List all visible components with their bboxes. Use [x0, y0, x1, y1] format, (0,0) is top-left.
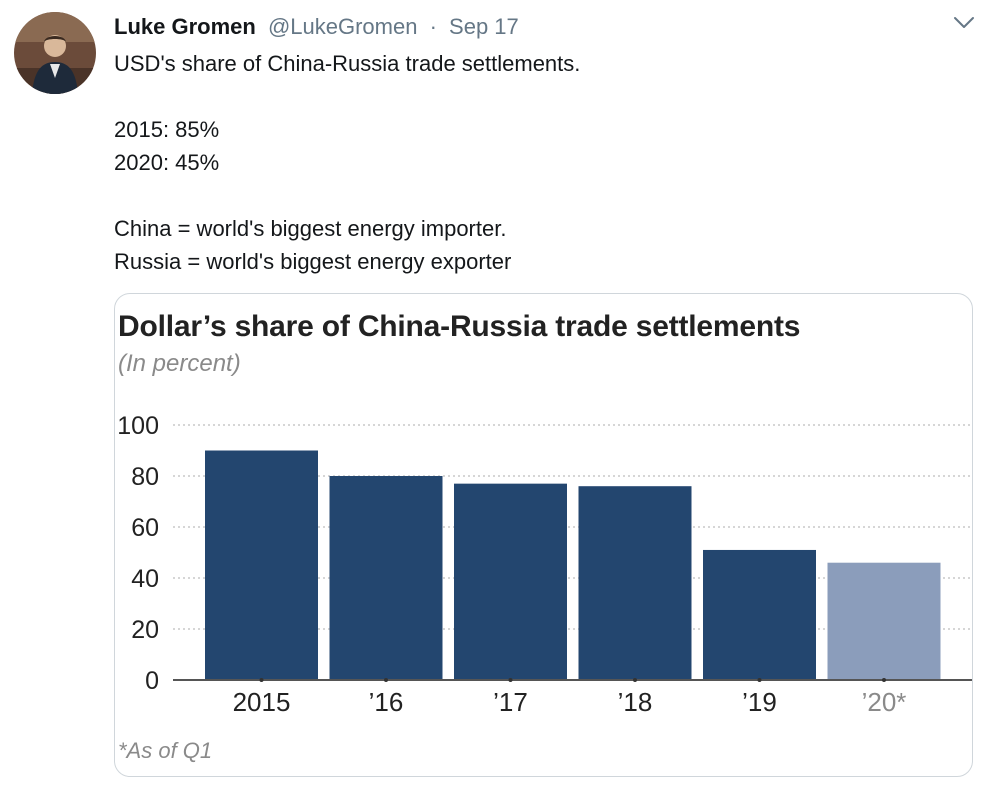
avatar-image: [14, 12, 96, 94]
x-tick-label: ’19: [742, 687, 777, 717]
y-tick-label: 80: [131, 463, 159, 491]
bar: [454, 483, 567, 680]
chart-title: Dollar’s share of China-Russia trade set…: [118, 310, 801, 343]
x-tick-label: 2015: [233, 687, 291, 717]
tweet-text-spacer: [114, 80, 954, 113]
x-tick-label: ’18: [618, 687, 653, 717]
tweet-text-line: China = world's biggest energy importer.: [114, 216, 507, 241]
bar: [578, 486, 692, 680]
y-tick-label: 40: [131, 565, 159, 593]
x-tick-mark: [882, 678, 886, 682]
bar: [329, 476, 443, 680]
y-tick-label: 100: [117, 412, 159, 440]
tweet-date[interactable]: Sep 17: [449, 14, 519, 39]
y-tick-label: 60: [131, 514, 159, 542]
author-avatar[interactable]: [14, 12, 96, 94]
x-tick-label: ’17: [493, 687, 528, 717]
tweet-text-line: USD's share of China-Russia trade settle…: [114, 51, 581, 76]
x-tick-mark: [508, 678, 513, 682]
x-tick-mark: [259, 678, 264, 682]
chevron-down-icon: [954, 17, 974, 28]
x-tick-label: ’20*: [862, 687, 907, 717]
tweet-text-spacer: [114, 179, 954, 212]
tweet-text-line: 2020: 45%: [114, 150, 220, 175]
x-tick-mark: [633, 678, 637, 682]
y-tick-label: 0: [145, 667, 159, 695]
bar-chart: 0 20 40 60 80 100 2015 ’16 ’17 ’18 ’19 ’20*: [117, 412, 972, 717]
tweet-menu-button[interactable]: [949, 8, 979, 38]
chart-subtitle: (In percent): [118, 350, 241, 377]
bar: [703, 549, 816, 680]
bar: [205, 450, 318, 680]
author-handle[interactable]: @LukeGromen: [267, 14, 418, 39]
x-tick-label: ’16: [369, 687, 404, 717]
tweet-text-line: Russia = world's biggest energy exporter: [114, 249, 512, 274]
author-name[interactable]: Luke Gromen: [114, 14, 256, 39]
tweet-header: Luke Gromen @LukeGromen · Sep 17: [114, 12, 973, 42]
x-tick-mark: [757, 678, 762, 682]
tweet-text: USD's share of China-Russia trade settle…: [114, 47, 954, 278]
bar: [827, 562, 941, 680]
header-separator: ·: [429, 14, 437, 39]
tweet-text-line: 2015: 85%: [114, 117, 220, 142]
x-tick-mark: [384, 678, 388, 682]
chart-footnote: *As of Q1: [118, 738, 213, 763]
y-tick-label: 20: [131, 616, 159, 644]
tweet-media-image[interactable]: Dollar’s share of China-Russia trade set…: [114, 293, 973, 777]
